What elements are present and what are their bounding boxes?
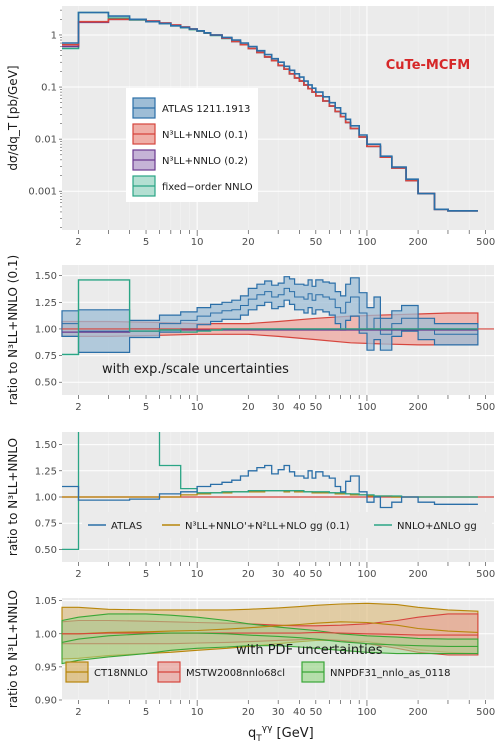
y-tick-label: 0.50	[35, 378, 57, 389]
x-tick-label: 200	[409, 402, 428, 413]
y-tick-label: 0.01	[35, 135, 57, 146]
y-tick-label: 0.50	[35, 545, 57, 556]
y-tick-label: 0.75	[35, 519, 57, 530]
x-tick-label: 5	[143, 402, 149, 413]
y-tick-label: 0.90	[35, 696, 57, 707]
pdf-band-2	[61, 613, 479, 665]
ratio-nnlo-panel: 0.50 0.75 1.00 1.25 1.50 2 5 10 20 30 40 50 100 200 50…	[6, 432, 495, 580]
spectrum-panel: 1 0.1 0.01 0.001 2 5 10 20 50 100 200 500 dσ/dq_T [p…	[6, 6, 495, 248]
fixed-order-line	[62, 279, 478, 356]
panel-annotation: with exp./scale uncertainties	[102, 362, 289, 377]
y-tick-label: 1.50	[35, 271, 57, 282]
x-tick-label: 2	[75, 707, 81, 718]
series-line-atlas	[62, 464, 478, 509]
y-tick-label: 1.25	[35, 298, 57, 309]
x-tick-label: 40	[293, 402, 306, 413]
legend: ATLAS 1211.1913 N³LL+NNLO (0.1) N³LL+NNLO …	[126, 88, 258, 202]
x-tick-label: 100	[357, 569, 376, 580]
series-line-0	[62, 11, 478, 212]
y-tick-label: 0.1	[41, 83, 57, 94]
y-axis-label: ratio to N³LL+NNLO (0.1)	[6, 255, 20, 405]
y-tick-label: 0.75	[35, 351, 57, 362]
legend-label: N³LL+NNLO (0.1)	[162, 130, 248, 141]
x-tick-label: 2	[75, 569, 81, 580]
legend-label: ATLAS 1211.1913	[162, 104, 250, 115]
x-tick-label: 500	[476, 402, 495, 413]
panel-annotation: with PDF uncertainties	[236, 643, 383, 658]
y-tick-label: 1.05	[35, 596, 57, 607]
y-axis-label: ratio to N³LL+NNLO	[6, 438, 20, 556]
y-tick-label: 1.50	[35, 440, 57, 451]
x-tick-label: 10	[191, 569, 204, 580]
y-tick-label: 1.00	[35, 629, 57, 640]
x-tick-label: 5	[143, 237, 149, 248]
x-tick-label: 40	[293, 707, 306, 718]
ratio-pdf-panel: 0.90 0.95 1.00 1.05 2 5 10 20 30 40 50 100 200 500 rat…	[6, 590, 495, 718]
x-tick-label: 30	[272, 707, 285, 718]
n3ll-02-line	[62, 329, 478, 333]
x-tick-label: 100	[357, 237, 376, 248]
x-tick-label: 20	[242, 707, 255, 718]
y-tick-label: 1.00	[35, 324, 57, 335]
legend-label: MSTW2008nnlo68cl	[186, 668, 285, 679]
x-tick-label: 30	[272, 569, 285, 580]
x-tick-label: 2	[75, 402, 81, 413]
pdf-central-0	[62, 621, 478, 635]
legend-box	[82, 512, 492, 538]
x-tick-label: 50	[309, 237, 322, 248]
x-tick-label: 20	[242, 569, 255, 580]
x-tick-label: 40	[293, 569, 306, 580]
x-axis-label-sub: T	[255, 734, 262, 744]
y-tick-label: 0.95	[35, 662, 57, 673]
x-tick-label: 100	[357, 402, 376, 413]
x-tick-label: 10	[191, 707, 204, 718]
x-tick-label: 50	[309, 707, 322, 718]
legend: CT18NNLO MSTW2008nnlo68cl NNPDF31_nnlo_as_…	[65, 661, 451, 683]
legend-label: NNLO+ΔNLO gg	[397, 521, 477, 532]
x-tick-label: 20	[242, 402, 255, 413]
legend-label: N³LL+NNLO'+N²LL+NLO gg (0.1)	[185, 521, 350, 532]
x-tick-label: 50	[309, 402, 322, 413]
x-tick-label: 500	[476, 237, 495, 248]
x-axis-label-main: q	[248, 726, 256, 741]
pdf-central-1	[62, 631, 478, 636]
x-tick-label: 500	[476, 707, 495, 718]
y-tick-label: 0.001	[28, 187, 57, 198]
y-tick-label: 1.00	[35, 493, 57, 504]
y-axis-label: ratio to N³LL+NNLO	[6, 590, 20, 708]
x-tick-label: 2	[75, 237, 81, 248]
x-axis-label: qTγγ [GeV]	[248, 724, 314, 744]
x-tick-label: 5	[143, 569, 149, 580]
legend-label: NNPDF31_nnlo_as_0118	[330, 668, 451, 679]
x-tick-label: 20	[242, 237, 255, 248]
x-tick-label: 200	[409, 707, 428, 718]
legend-label: ATLAS	[111, 521, 142, 532]
legend: ATLAS N³LL+NNLO'+N²LL+NLO gg (0.1) NNLO+ΔN…	[82, 512, 492, 538]
x-tick-label: 50	[309, 569, 322, 580]
x-tick-label: 100	[357, 707, 376, 718]
x-axis-label-unit: [GeV]	[272, 726, 313, 741]
y-axis-label: dσ/dq_T [pb/GeV]	[6, 65, 20, 170]
x-tick-label: 200	[409, 237, 428, 248]
pdf-central-2	[61, 632, 478, 647]
x-tick-label: 10	[191, 402, 204, 413]
y-tick-label: 1	[51, 30, 57, 41]
ratio-scale-panel: 0.50 0.75 1.00 1.25 1.50 2 5 10 20 30 40 50 100 200 50…	[6, 255, 495, 413]
legend-label: CT18NNLO	[94, 668, 148, 679]
x-tick-label: 5	[143, 707, 149, 718]
x-axis-label-sup: γγ	[262, 724, 273, 734]
x-tick-label: 500	[476, 569, 495, 580]
legend-label: fixed−order NNLO	[162, 182, 253, 193]
x-tick-label: 30	[272, 402, 285, 413]
x-tick-label: 200	[409, 569, 428, 580]
x-tick-label: 10	[191, 237, 204, 248]
atlas-line	[62, 287, 478, 335]
y-tick-label: 1.25	[35, 466, 57, 477]
legend-label: N³LL+NNLO (0.2)	[162, 156, 248, 167]
brand-label: CuTe-MCFM	[386, 58, 470, 73]
